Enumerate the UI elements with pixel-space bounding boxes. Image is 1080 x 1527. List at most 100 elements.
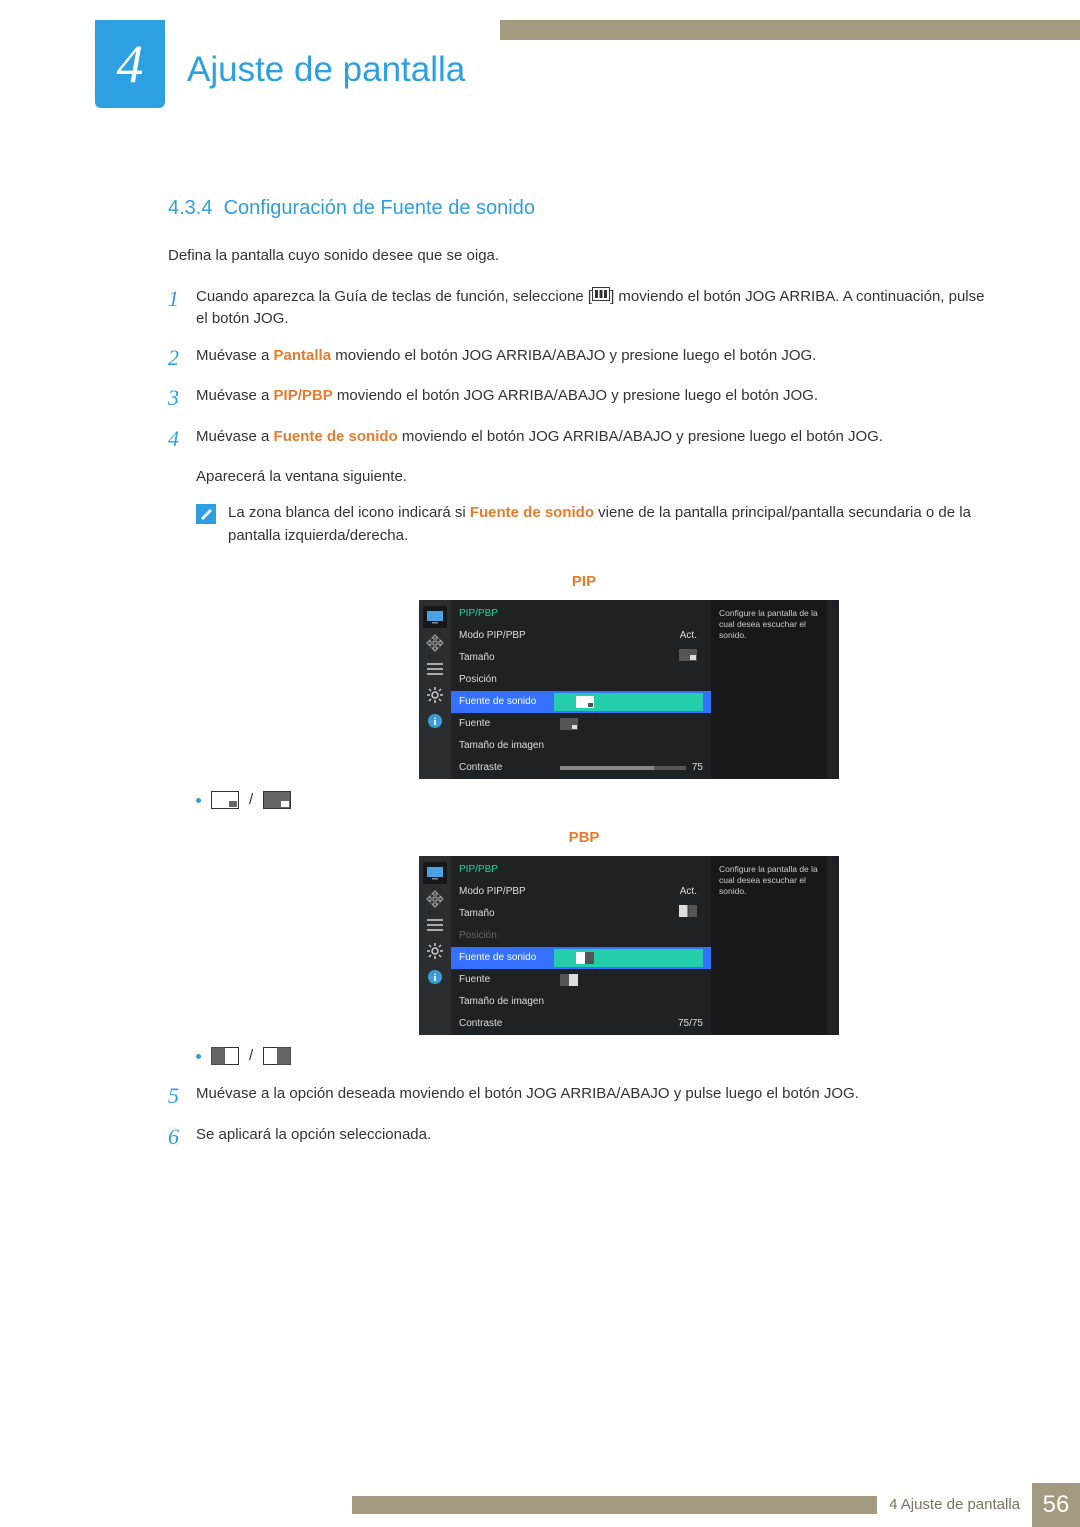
step-5: 5 Muévase a la opción deseada moviendo e… [168, 1083, 1000, 1109]
after-step-note: Aparecerá la ventana siguiente. [196, 466, 1000, 489]
sidebar-move-icon[interactable] [423, 888, 447, 910]
osd-row-contrast[interactable]: Contraste75 [451, 757, 711, 779]
step-body: Se aplicará la opción seleccionada. [196, 1124, 1000, 1150]
sidebar-info-icon[interactable]: i [423, 710, 447, 732]
chapter-badge: 4 [95, 20, 165, 108]
note-text: La zona blanca del icono indicará si Fue… [228, 502, 1000, 547]
svg-text:i: i [433, 716, 436, 728]
osd-pip-caption: PIP [168, 571, 1000, 594]
osd-row-source[interactable]: Fuente [451, 969, 711, 991]
step-3: 3 Muévase a PIP/PBP moviendo el botón JO… [168, 385, 1000, 411]
slash: / [249, 789, 253, 812]
page: 4 Ajuste de pantalla 4.3.4 Configuración… [0, 0, 1080, 1527]
step-highlight: Fuente de sonido [274, 428, 398, 445]
step-text: moviendo el botón JOG ARRIBA/ABAJO y pre… [398, 428, 883, 445]
osd-row-size[interactable]: Tamaño [451, 647, 711, 669]
step-text: moviendo el botón JOG ARRIBA/ABAJO y pre… [333, 387, 818, 404]
sound-option-selected[interactable]: ✓ [554, 693, 703, 711]
step-text: Muévase a [196, 428, 274, 445]
info-note: La zona blanca del icono indicará si Fue… [196, 502, 1000, 547]
section-number: 4.3.4 [168, 197, 212, 219]
menu-icon [592, 286, 610, 309]
step-text: Muévase a [196, 347, 274, 364]
pip-icon-legend: / [196, 789, 1000, 812]
sidebar-list-icon[interactable] [423, 658, 447, 680]
sound-option-selected[interactable]: ✓ [554, 949, 703, 967]
top-decor-band [500, 20, 1080, 40]
sidebar-list-icon[interactable] [423, 914, 447, 936]
sound-option-alt[interactable] [554, 971, 703, 989]
sidebar-gear-icon[interactable] [423, 684, 447, 706]
osd-row-sound[interactable]: Fuente de sonido ✓ [451, 691, 711, 713]
osd-main: PIP/PBP Modo PIP/PBPAct. Tamaño Posición… [451, 856, 839, 1035]
step-number: 4 [168, 426, 196, 452]
sidebar-move-icon[interactable] [423, 632, 447, 654]
osd-menu: PIP/PBP Modo PIP/PBPAct. Tamaño Posición… [451, 856, 711, 1035]
intro-text: Defina la pantalla cuyo sonido desee que… [168, 245, 1000, 268]
osd-menu: PIP/PBP Modo PIP/PBPAct. Tamaño Posición… [451, 600, 711, 779]
osd-main: PIP/PBP Modo PIP/PBPAct. Tamaño Posición… [451, 600, 839, 779]
osd-help-text: Configure la pantalla de la cual desea e… [711, 856, 827, 1035]
footer-band [352, 1496, 877, 1514]
step-2: 2 Muévase a Pantalla moviendo el botón J… [168, 345, 1000, 371]
check-icon: ✓ [560, 693, 570, 711]
step-6: 6 Se aplicará la opción seleccionada. [168, 1124, 1000, 1150]
step-number: 5 [168, 1083, 196, 1109]
osd-row-imgsize[interactable]: Tamaño de imagen [451, 735, 711, 757]
contrast-slider[interactable] [560, 766, 686, 770]
footer-page-number: 56 [1032, 1483, 1080, 1527]
footer-chapter-ref: 4 Ajuste de pantalla [889, 1494, 1020, 1517]
step-number: 3 [168, 385, 196, 411]
pbp-right-icon [263, 1047, 291, 1065]
osd-row-imgsize[interactable]: Tamaño de imagen [451, 991, 711, 1013]
sound-option-alt[interactable] [554, 715, 703, 733]
contrast-value: 75 [692, 760, 703, 775]
osd-row-source[interactable]: Fuente [451, 713, 711, 735]
step-list-cont: 5 Muévase a la opción deseada moviendo e… [168, 1083, 1000, 1150]
osd-row-position: Posición [451, 925, 711, 947]
osd-pip-wrap: i PIP/PBP Modo PIP/PBPAct. Tamaño Posici… [168, 600, 1000, 779]
osd-title: PIP/PBP [451, 856, 711, 881]
section-title: Configuración de Fuente de sonido [224, 197, 535, 219]
osd-row-mode[interactable]: Modo PIP/PBPAct. [451, 881, 711, 903]
step-4: 4 Muévase a Fuente de sonido moviendo el… [168, 426, 1000, 452]
chapter-title: Ajuste de pantalla [187, 44, 465, 97]
step-text: Muévase a [196, 387, 274, 404]
osd-pbp-wrap: i PIP/PBP Modo PIP/PBPAct. Tamaño Posici… [168, 856, 1000, 1035]
sidebar-info-icon[interactable]: i [423, 966, 447, 988]
pip-sub-icon [263, 791, 291, 809]
slash: / [249, 1045, 253, 1068]
osd-row-size[interactable]: Tamaño [451, 903, 711, 925]
step-number: 6 [168, 1124, 196, 1150]
svg-text:i: i [433, 972, 436, 984]
step-1: 1 Cuando aparezca la Guía de teclas de f… [168, 286, 1000, 331]
osd-pbp: i PIP/PBP Modo PIP/PBPAct. Tamaño Posici… [419, 856, 839, 1035]
bullet-icon [196, 798, 201, 803]
step-highlight: Pantalla [274, 347, 332, 364]
osd-row-mode[interactable]: Modo PIP/PBPAct. [451, 625, 711, 647]
osd-pbp-caption: PBP [168, 827, 1000, 850]
contrast-value: 75/75 [678, 1016, 703, 1031]
osd-help-text: Configure la pantalla de la cual desea e… [711, 600, 827, 779]
step-number: 1 [168, 286, 196, 331]
osd-sidebar: i [419, 856, 451, 1035]
osd-row-position[interactable]: Posición [451, 669, 711, 691]
osd-row-sound[interactable]: Fuente de sonido ✓ [451, 947, 711, 969]
page-footer: 4 Ajuste de pantalla 56 [0, 1483, 1080, 1527]
sidebar-gear-icon[interactable] [423, 940, 447, 962]
step-list: 1 Cuando aparezca la Guía de teclas de f… [168, 286, 1000, 452]
step-body: Muévase a Pantalla moviendo el botón JOG… [196, 345, 1000, 371]
note-icon [196, 504, 216, 524]
bullet-icon [196, 1054, 201, 1059]
osd-title: PIP/PBP [451, 600, 711, 625]
content-area: 4.3.4 Configuración de Fuente de sonido … [0, 108, 1080, 1284]
osd-row-contrast[interactable]: Contraste75/75 [451, 1013, 711, 1035]
step-body: Muévase a Fuente de sonido moviendo el b… [196, 426, 1000, 452]
pbp-icon-legend: / [196, 1045, 1000, 1068]
step-body: Muévase a la opción deseada moviendo el … [196, 1083, 1000, 1109]
step-number: 2 [168, 345, 196, 371]
sidebar-picture-icon[interactable] [423, 606, 447, 628]
osd-pip: i PIP/PBP Modo PIP/PBPAct. Tamaño Posici… [419, 600, 839, 779]
sidebar-picture-icon[interactable] [423, 862, 447, 884]
osd-sidebar: i [419, 600, 451, 779]
